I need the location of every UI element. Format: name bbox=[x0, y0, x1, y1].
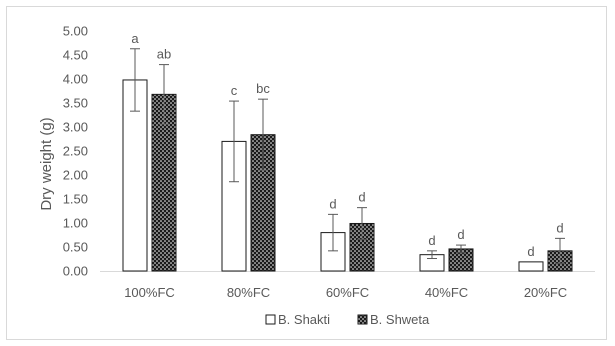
significance-label: d bbox=[457, 227, 464, 242]
y-tick-label: 5.00 bbox=[63, 24, 88, 39]
legend-label-b-shweta: B. Shweta bbox=[370, 312, 430, 327]
significance-label: d bbox=[329, 196, 336, 211]
x-category-label: 20%FC bbox=[524, 285, 567, 300]
x-category-label: 40%FC bbox=[425, 285, 468, 300]
y-tick-label: 1.50 bbox=[63, 192, 88, 207]
x-category-label: 80%FC bbox=[227, 285, 270, 300]
bar-b-shweta bbox=[151, 93, 177, 272]
y-tick-label: 2.50 bbox=[63, 144, 88, 159]
significance-label: d bbox=[428, 233, 435, 248]
y-tick-label: 4.50 bbox=[63, 48, 88, 63]
y-tick-label: 3.00 bbox=[63, 120, 88, 135]
significance-label: d bbox=[556, 220, 563, 235]
legend-swatch-b-shweta bbox=[357, 314, 368, 325]
y-tick-label: 0.00 bbox=[63, 264, 88, 279]
x-category-label: 100%FC bbox=[124, 285, 175, 300]
y-tick-label: 1.00 bbox=[63, 216, 88, 231]
significance-label: bc bbox=[256, 81, 270, 96]
y-tick-label: 2.00 bbox=[63, 168, 88, 183]
significance-label: a bbox=[131, 31, 139, 46]
significance-label: d bbox=[358, 190, 365, 205]
bar-b-shakti bbox=[320, 232, 346, 272]
legend-swatch-b-shakti bbox=[265, 314, 276, 325]
y-tick-label: 3.50 bbox=[63, 96, 88, 111]
y-axis-title: Dry weight (g) bbox=[38, 117, 55, 210]
chart-frame bbox=[6, 6, 607, 340]
significance-label: c bbox=[231, 83, 238, 98]
legend: B. Shakti B. Shweta bbox=[265, 312, 430, 327]
bar-b-shakti bbox=[518, 261, 544, 272]
significance-label: d bbox=[527, 244, 534, 259]
significance-label: ab bbox=[157, 47, 171, 62]
y-tick-label: 0.50 bbox=[63, 240, 88, 255]
bar-b-shakti bbox=[122, 79, 148, 272]
x-category-label: 60%FC bbox=[326, 285, 369, 300]
y-tick-label: 4.00 bbox=[63, 72, 88, 87]
legend-label-b-shakti: B. Shakti bbox=[278, 312, 330, 327]
